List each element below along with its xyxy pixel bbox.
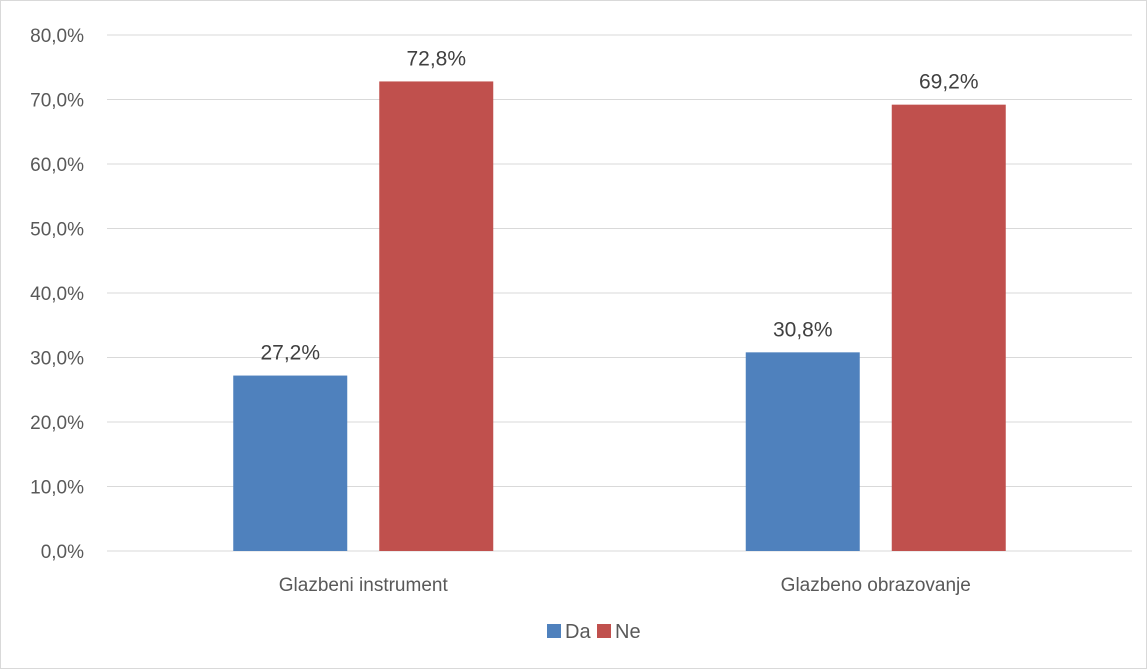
data-label: 69,2% (919, 71, 979, 94)
bar-da (745, 352, 860, 551)
legend-label-ne: Ne (615, 621, 641, 643)
y-tick-label: 50,0% (30, 220, 84, 241)
y-axis-ticks: 0,0% 10,0% 20,0% 30,0% 40,0% 50,0% 60,0% 70,0% 8… (30, 26, 84, 563)
data-label: 72,8% (406, 47, 466, 70)
data-label: 30,8% (773, 318, 833, 341)
y-tick-label: 30,0% (30, 349, 84, 370)
y-tick-label: 80,0% (30, 26, 84, 47)
y-tick-label: 10,0% (30, 478, 84, 499)
x-category-label: Glazbeni instrument (279, 575, 449, 596)
x-axis-categories: Glazbeni instrument Glazbeno obrazovanje (279, 575, 971, 596)
legend: Da Ne (547, 621, 641, 643)
data-label: 27,2% (260, 342, 320, 365)
bar-da (233, 375, 348, 551)
y-tick-label: 20,0% (30, 413, 84, 434)
data-labels: 27,2% 72,8% 30,8% 69,2% (260, 47, 978, 364)
legend-swatch-ne (597, 624, 611, 638)
x-category-label: Glazbeno obrazovanje (781, 575, 971, 596)
legend-swatch-da (547, 624, 561, 638)
y-tick-label: 70,0% (30, 91, 84, 112)
legend-label-da: Da (565, 621, 591, 643)
y-tick-label: 0,0% (41, 542, 84, 563)
y-tick-label: 60,0% (30, 155, 84, 176)
y-tick-label: 40,0% (30, 284, 84, 305)
bars (233, 81, 1006, 551)
bar-ne (379, 81, 494, 551)
bar-ne (891, 104, 1006, 551)
